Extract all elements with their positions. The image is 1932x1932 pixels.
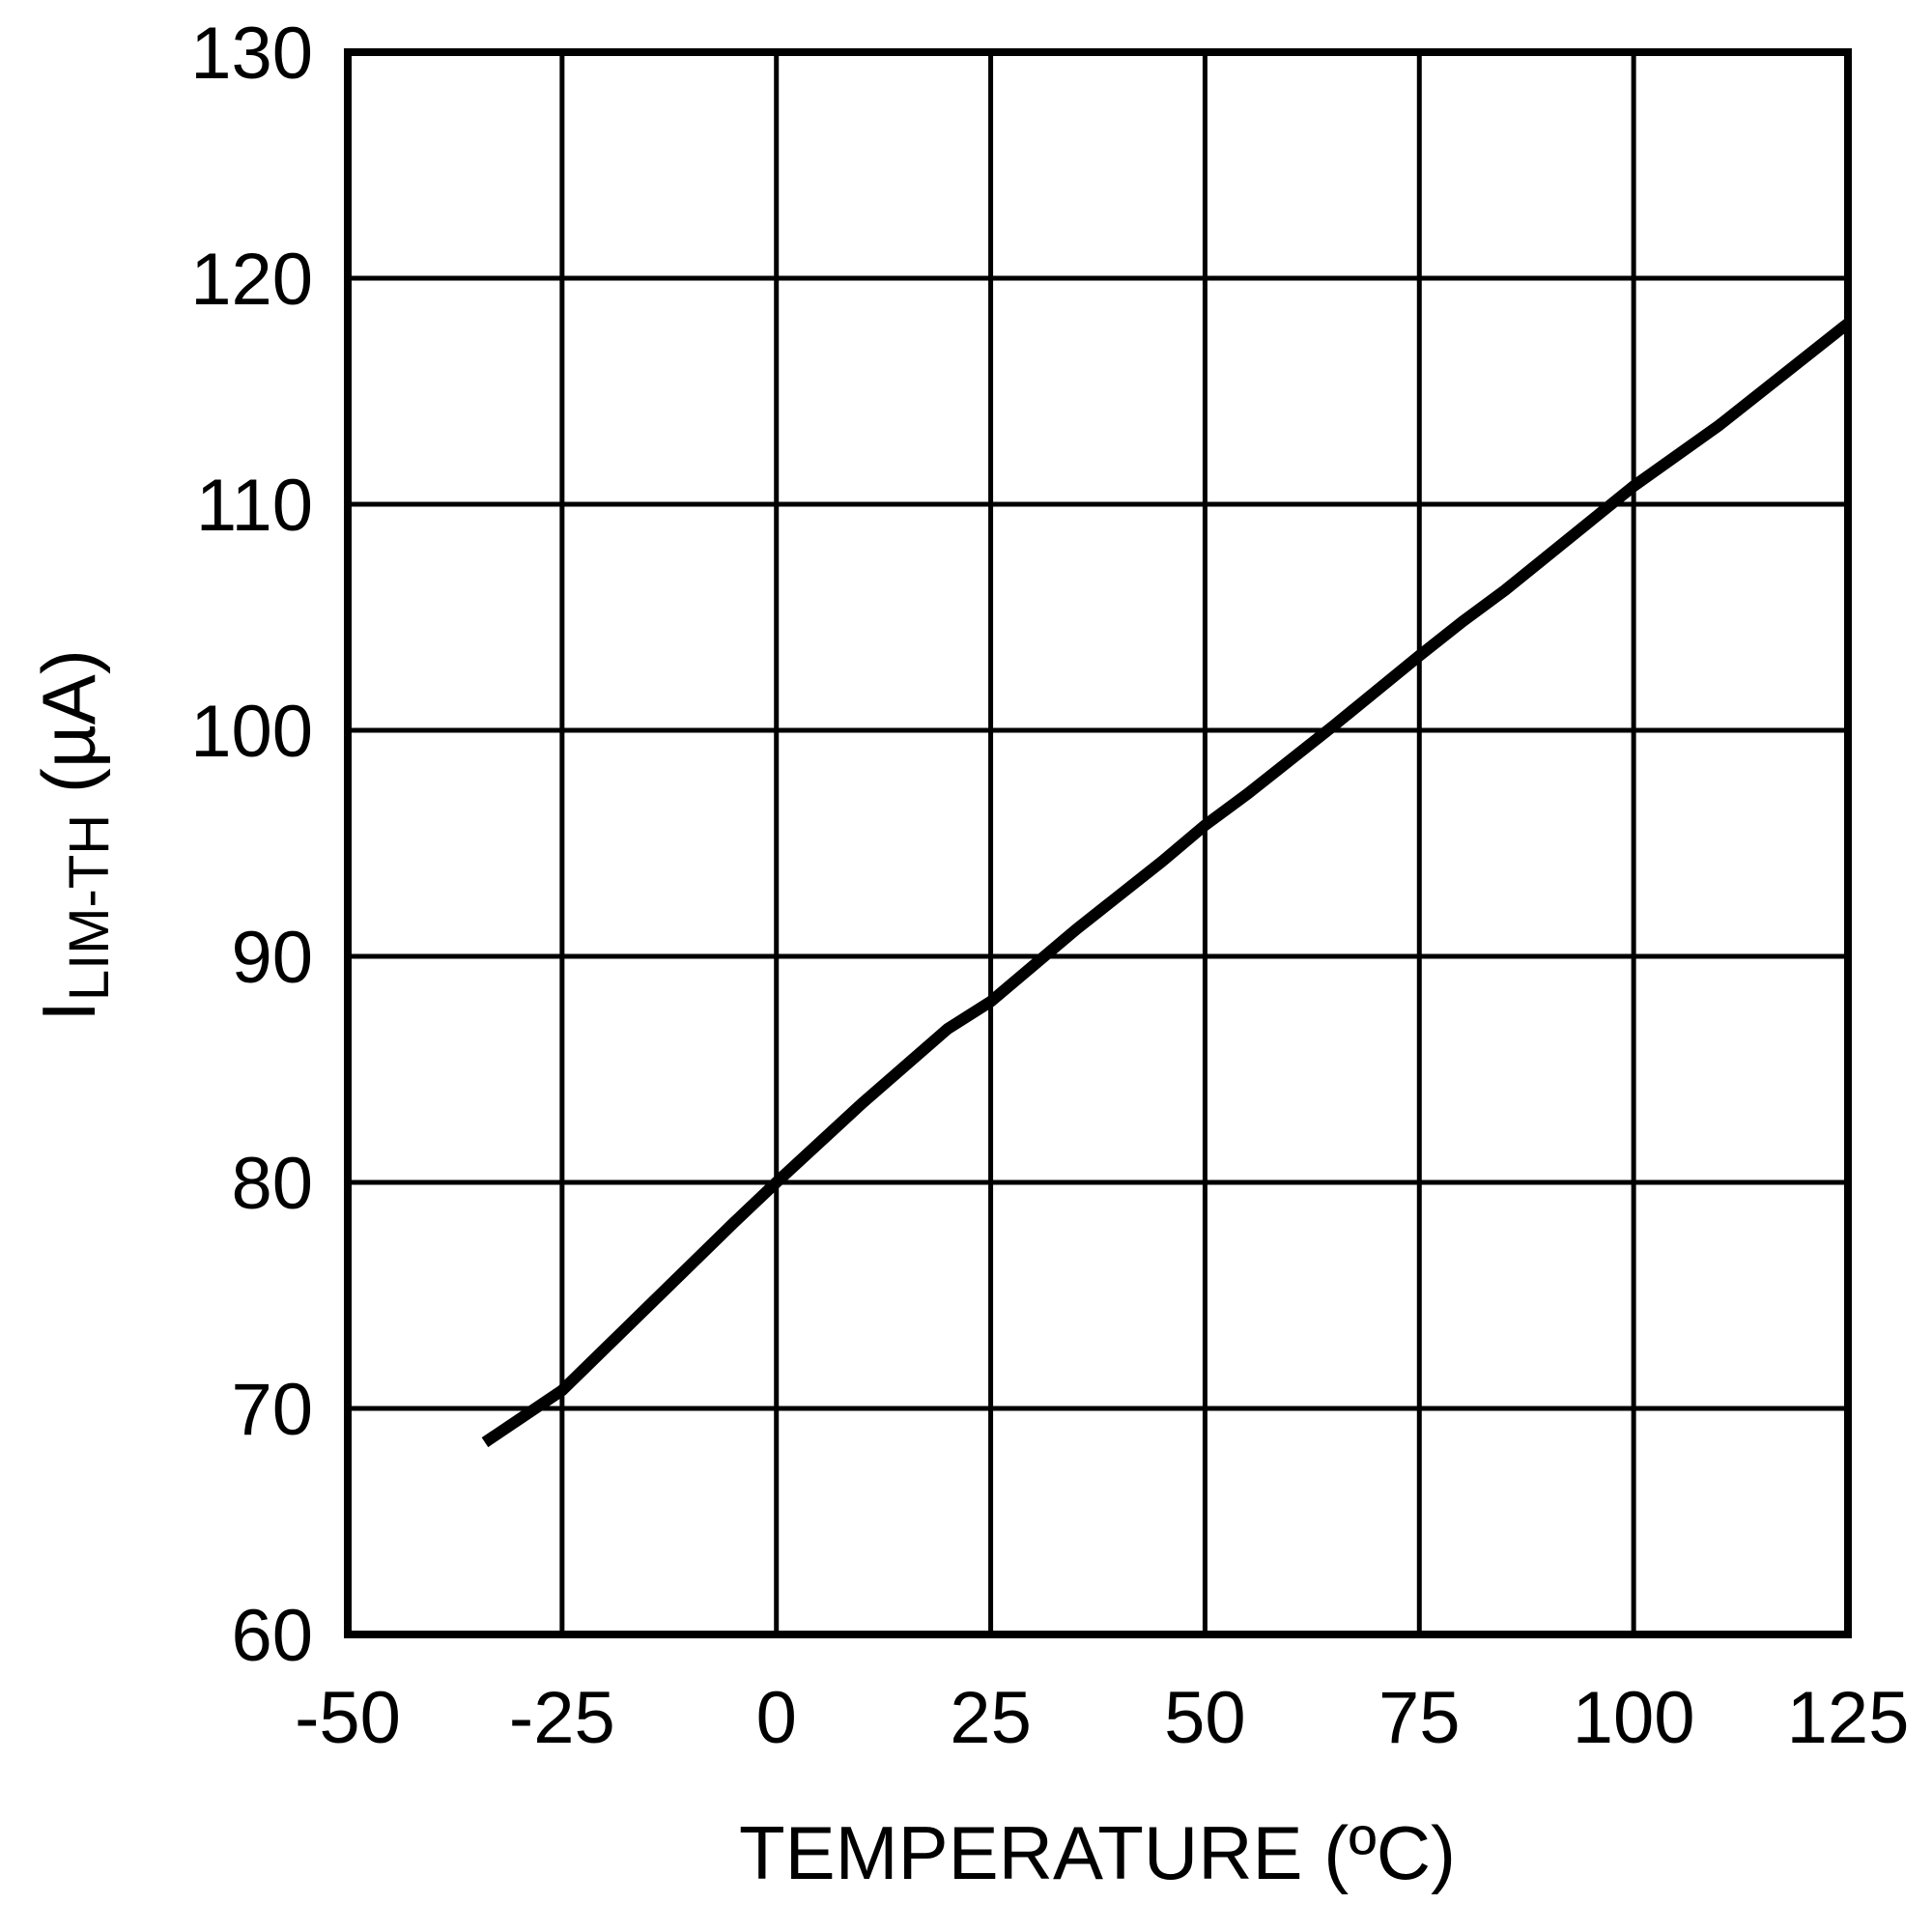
- x-tick-label: -50: [295, 1677, 401, 1759]
- x-tick-label: 50: [1164, 1677, 1246, 1759]
- y-axis-label-main: I: [26, 1001, 111, 1022]
- x-axis-label: TEMPERATURE (ºC): [739, 1810, 1456, 1895]
- y-tick-label: 120: [190, 239, 313, 321]
- y-tick-label: 60: [231, 1595, 313, 1677]
- y-tick-label: 110: [196, 465, 313, 547]
- y-axis-label-unit: (µA): [26, 649, 111, 814]
- y-tick-label: 100: [190, 691, 313, 773]
- y-tick-label: 130: [190, 13, 313, 95]
- x-tick-label: 125: [1787, 1677, 1910, 1759]
- y-axis-ticks: 60 70 80 90 100 110 120 130: [190, 13, 313, 1677]
- x-tick-label: 75: [1378, 1677, 1461, 1759]
- data-series-line: [481, 319, 1852, 1448]
- x-axis-ticks: -50 -25 0 25 50 75 100 125: [295, 1677, 1909, 1759]
- x-tick-label: 25: [950, 1677, 1032, 1759]
- x-tick-label: 0: [756, 1677, 797, 1759]
- x-tick-label: 100: [1573, 1677, 1695, 1759]
- y-tick-label: 80: [231, 1143, 313, 1225]
- y-axis-label-subscript: LIM-TH: [58, 814, 121, 1001]
- grid-lines: [345, 49, 1851, 1637]
- x-tick-label: -25: [509, 1677, 615, 1759]
- y-axis-label: ILIM-TH (µA): [26, 649, 121, 1022]
- y-tick-label: 70: [231, 1369, 313, 1451]
- y-tick-label: 90: [231, 917, 313, 999]
- plot-frame: [344, 48, 1852, 1638]
